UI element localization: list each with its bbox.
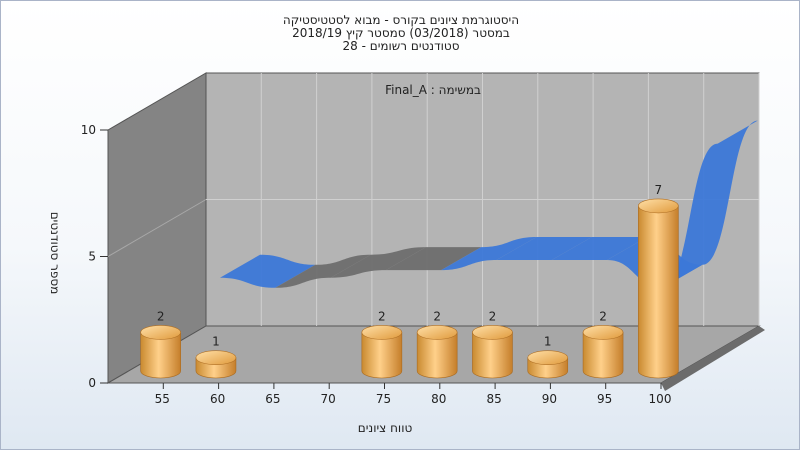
chart-title-line-2: במסטר (03/2018) סמסטר קיץ 2018/19: [292, 26, 510, 40]
bar-body: [472, 332, 513, 379]
x-tick-label: 85: [486, 392, 501, 406]
bar-body: [140, 332, 181, 379]
bar: [195, 350, 237, 379]
bar: [472, 325, 513, 379]
y-axis-label: מספר סטודנטים: [48, 212, 62, 295]
y-tick-label: 0: [88, 376, 96, 390]
bar-value-label: 2: [489, 309, 497, 323]
x-tick-label: 90: [542, 392, 557, 406]
floor-rim: [661, 326, 765, 391]
bar-top: [140, 325, 181, 340]
x-tick-label: 100: [649, 392, 672, 406]
chart-title-line-1: היסטוגרמת ציונים בקורס - מבוא לסטטיסטיקה: [283, 13, 519, 27]
bar: [638, 198, 679, 379]
bar-top: [527, 350, 569, 366]
x-tick-label: 65: [265, 392, 280, 406]
bar-top: [416, 325, 458, 340]
bar: [527, 350, 569, 379]
trend-segment: [330, 247, 426, 278]
bar-value-label: 2: [433, 309, 441, 323]
chart-subtitle: Final_A : במשימה: [385, 83, 481, 97]
bar-value-label: 2: [378, 309, 386, 323]
bar-body: [416, 332, 458, 379]
bar-value-label: 1: [212, 335, 220, 349]
x-tick-label: 70: [321, 392, 336, 406]
x-tick-label: 80: [431, 392, 446, 406]
bar: [361, 325, 403, 379]
bar: [416, 325, 458, 379]
bar-body: [638, 205, 679, 379]
trend-segment: [496, 236, 592, 260]
trend-segment: [275, 254, 371, 288]
x-tick-label: 60: [210, 392, 225, 406]
bar-top: [638, 198, 679, 214]
bar-value-label: 2: [157, 309, 165, 323]
bar: [582, 325, 624, 379]
bar-value-label: 7: [655, 183, 663, 197]
bar-top: [582, 325, 624, 340]
bar-top: [361, 325, 403, 340]
trend-segment: [662, 120, 758, 288]
bar: [140, 325, 181, 379]
trend-segment: [551, 236, 648, 260]
trend-segment: [441, 236, 537, 271]
bar-value-label: 2: [599, 309, 607, 323]
bar-body: [582, 332, 624, 379]
x-tick-label: 95: [597, 392, 612, 406]
bar-top: [472, 325, 513, 340]
x-axis-label: טווח ציונים: [358, 421, 413, 435]
grid-side: [107, 199, 207, 257]
x-tick-label: 55: [155, 392, 170, 406]
trend-segment: [220, 254, 316, 288]
x-tick-label: 75: [376, 392, 391, 406]
trend-segment: [385, 247, 482, 271]
bar-value-label: 1: [544, 335, 552, 349]
bar-body: [361, 332, 403, 379]
bar-top: [195, 350, 237, 366]
y-tick-label: 10: [81, 123, 96, 137]
y-tick-label: 5: [88, 250, 96, 264]
chart-title-line-3: סטודנטים רשומים - 28: [342, 39, 459, 53]
